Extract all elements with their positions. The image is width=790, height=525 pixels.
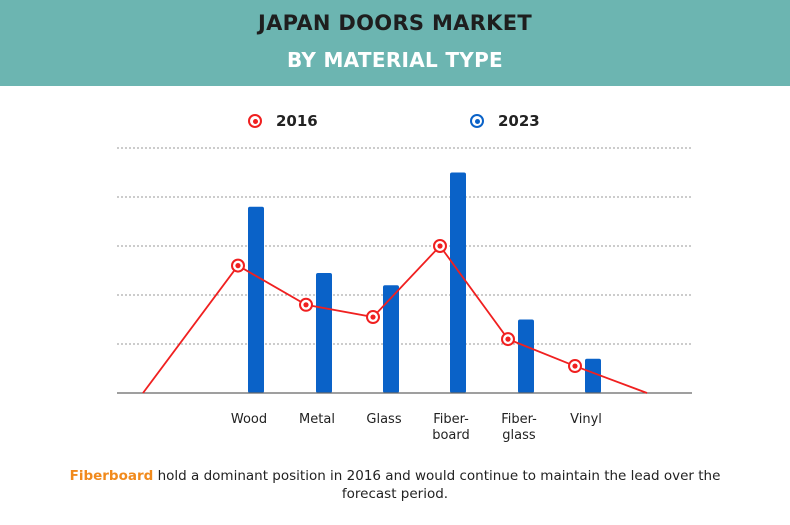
footer-note: Fiberboard hold a dominant position in 2… (60, 467, 730, 503)
point-2016-center (370, 314, 376, 320)
legend-label-2023: 2023 (498, 112, 540, 130)
legend-line-marker-icon (248, 114, 262, 128)
category-label: Wood (231, 412, 267, 427)
point-2016-center (572, 363, 578, 369)
line-2016 (142, 244, 648, 394)
category-label: Vinyl (570, 412, 602, 427)
category-label: Fiber- (501, 412, 537, 427)
bar-2023 (585, 358, 601, 393)
category-label: Metal (299, 412, 335, 427)
bar-2023 (383, 285, 399, 393)
category-label: Fiber- (433, 412, 469, 427)
point-2016-center (303, 302, 309, 308)
bar-2023 (248, 206, 264, 393)
legend-item-2016: 2016 (248, 110, 318, 132)
point-2016-center (505, 336, 511, 342)
chart-subtitle: BY MATERIAL TYPE (286, 48, 503, 72)
legend-item-2023: 2023 (470, 110, 540, 132)
bar-2023 (518, 319, 534, 393)
bar-2023 (450, 172, 466, 393)
bar-2023 (316, 272, 332, 393)
point-2016-center (437, 243, 443, 249)
point-2016-center (235, 263, 241, 269)
chart-header: JAPAN DOORS MARKET BY MATERIAL TYPE (0, 0, 790, 86)
category-label: Glass (366, 412, 401, 427)
legend-label-2016: 2016 (276, 112, 318, 130)
footer-text: hold a dominant position in 2016 and wou… (153, 468, 721, 502)
category-label: glass (502, 428, 536, 443)
footer-highlight: Fiberboard (69, 468, 154, 484)
legend-bar-marker-icon (470, 114, 484, 128)
chart-title: JAPAN DOORS MARKET (257, 11, 533, 35)
category-label: board (432, 428, 470, 443)
